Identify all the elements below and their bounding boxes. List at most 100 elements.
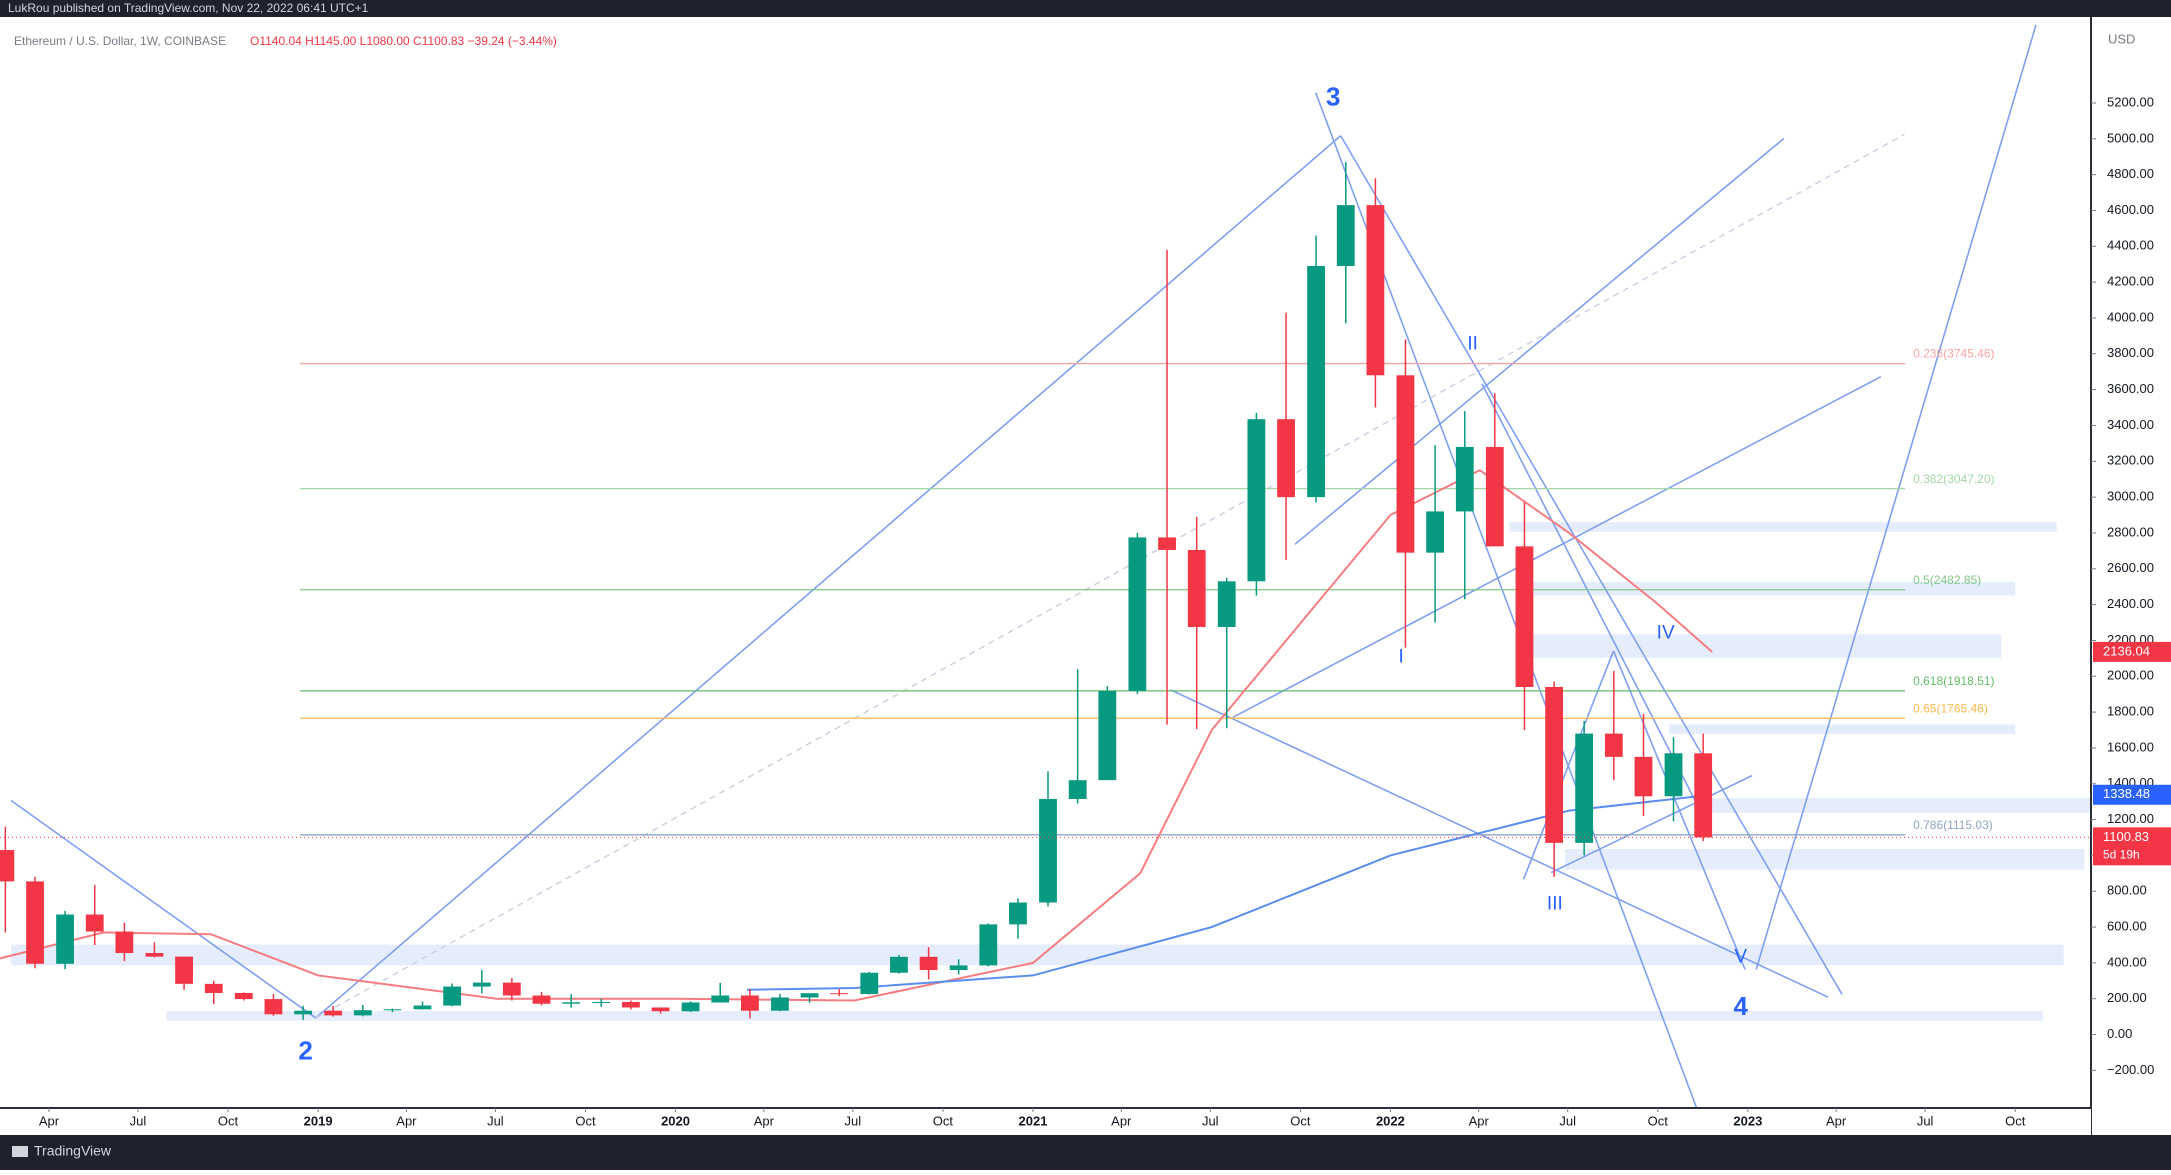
candle-body — [1515, 546, 1534, 688]
y-tick-label: 0.00 — [2107, 1026, 2132, 1041]
trendline — [1522, 650, 1615, 880]
x-tick-label: Jul — [1917, 1113, 1934, 1128]
candle-body — [1366, 205, 1385, 376]
logo — [12, 1146, 28, 1157]
trendline — [1169, 689, 1829, 998]
y-tick-label: 3600.00 — [2107, 381, 2154, 396]
y-tick-label: 3800.00 — [2107, 345, 2154, 360]
x-tick-label: Apr — [1469, 1113, 1490, 1128]
x-tick-label: Apr — [396, 1113, 417, 1128]
fib-label: 0.236(3745.46) — [1913, 347, 1994, 361]
candle-body — [145, 953, 164, 957]
x-tick-label: Oct — [218, 1113, 239, 1128]
zone — [1509, 522, 2057, 532]
y-tick-label: 4000.00 — [2107, 309, 2154, 324]
candle-body — [800, 993, 819, 998]
trendline — [1612, 650, 1746, 970]
x-tick-label: 2019 — [304, 1113, 333, 1128]
x-tick-label: Oct — [933, 1113, 954, 1128]
trendline — [1232, 376, 1882, 719]
ohlc: O1140.04 H1145.00 L1080.00 C1100.83 −39.… — [250, 34, 557, 48]
y-tick-label: 200.00 — [2107, 990, 2147, 1005]
trendline — [1294, 137, 1785, 545]
publish-bar — [0, 0, 2171, 17]
brand: TradingView — [34, 1143, 112, 1159]
trendline — [1755, 24, 2037, 970]
candle-body — [1545, 687, 1564, 843]
candle-body — [264, 999, 283, 1015]
candle-body — [1426, 511, 1445, 553]
x-tick-label: Jul — [1202, 1113, 1219, 1128]
price-tag — [2093, 641, 2171, 662]
trendline — [1550, 774, 1753, 874]
wave-label: I — [1399, 646, 1404, 667]
candle-body — [26, 881, 44, 964]
zone — [1523, 634, 2002, 658]
x-tick-label: Apr — [39, 1113, 60, 1128]
price-tag-label: 2136.04 — [2103, 643, 2150, 658]
candle-body — [1009, 902, 1027, 925]
candle-body — [1575, 733, 1594, 843]
footer — [0, 1135, 2171, 1170]
fib-label: 0.5(2482.85) — [1913, 573, 1981, 587]
candle-body — [1485, 446, 1504, 547]
trendline — [10, 799, 317, 1019]
candle-body — [383, 1009, 402, 1011]
candle-body — [1187, 549, 1206, 627]
x-tick-label: Apr — [1111, 1113, 1132, 1128]
fib-label: 0.382(3047.20) — [1913, 472, 1994, 486]
x-tick-label: Jul — [487, 1113, 504, 1128]
candle-body — [890, 956, 908, 973]
zone — [11, 944, 2064, 966]
candle-body — [1217, 581, 1236, 627]
fib-label: 0.65(1765.46) — [1913, 701, 1988, 715]
y-tick-label: 800.00 — [2107, 883, 2147, 898]
candle-body — [115, 931, 134, 954]
x-tick-label: Jul — [845, 1113, 862, 1128]
y-tick-label: 3200.00 — [2107, 453, 2154, 468]
publisher: LukRou published on TradingView.com, Nov… — [8, 1, 369, 15]
y-tick-label: 1200.00 — [2107, 811, 2154, 826]
y-tick-label: 2600.00 — [2107, 560, 2154, 575]
candle-body — [562, 1002, 581, 1004]
trendline — [315, 135, 1342, 1019]
symbol: Ethereum / U.S. Dollar, 1W, COINBASE — [14, 34, 226, 48]
price-tag-label: 1338.48 — [2103, 786, 2150, 801]
price-tag — [2093, 827, 2171, 866]
x-tick-label: Jul — [1559, 1113, 1576, 1128]
plot-area: 0.236(3745.46) 0.382(3047.20) 0.5(2482.85)… — [0, 24, 2092, 1109]
candle-body — [741, 995, 759, 1011]
y-tick-label: 3000.00 — [2107, 489, 2154, 504]
y-tick-label: 5000.00 — [2107, 130, 2154, 145]
candle-body — [1128, 537, 1147, 691]
price-tag — [2093, 784, 2171, 805]
x-tick-label: 2023 — [1733, 1113, 1762, 1128]
candle-body — [0, 850, 15, 882]
candle-body — [771, 997, 789, 1011]
zone — [1703, 797, 2092, 813]
candle-body — [353, 1010, 372, 1016]
candle-body — [294, 1010, 313, 1015]
y-tick-label: 4200.00 — [2107, 274, 2154, 289]
x-tick-label: Apr — [754, 1113, 775, 1128]
candle-body — [979, 924, 998, 966]
candle-body — [443, 986, 462, 1006]
x-tick-label: Apr — [1826, 1113, 1847, 1128]
y-tick-label: 2000.00 — [2107, 668, 2154, 683]
axes: −200.000.00200.00400.00600.00800.001000.… — [39, 94, 2171, 1128]
y-tick-label: 4800.00 — [2107, 166, 2154, 181]
candle-body — [1694, 753, 1713, 838]
candle-body — [234, 992, 253, 1000]
wave-label: III — [1547, 894, 1563, 915]
candle-body — [592, 1001, 611, 1003]
x-tick-label: 2020 — [661, 1113, 690, 1128]
y-tick-label: 2800.00 — [2107, 524, 2154, 539]
candle-body — [949, 965, 968, 971]
wave-label: IV — [1657, 623, 1675, 644]
candle-body — [1307, 266, 1325, 498]
candle-body — [711, 995, 730, 1003]
currency: USD — [2108, 31, 2135, 46]
wave-label: V — [1734, 947, 1747, 968]
y-tick-label: 5200.00 — [2107, 94, 2154, 109]
